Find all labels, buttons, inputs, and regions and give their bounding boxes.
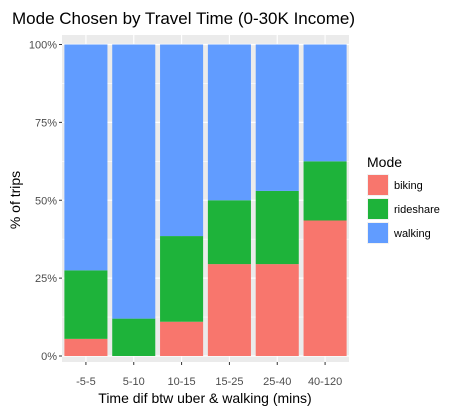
y-axis: 0% 25% 50% 75% 100% — [29, 40, 62, 363]
y-tick-label: 100% — [29, 40, 57, 52]
bar-walking — [64, 44, 108, 271]
x-tick-label: 10-15 — [168, 376, 196, 388]
bar-rideshare — [255, 190, 299, 265]
bar-walking — [207, 44, 251, 201]
y-axis-title: % of trips — [7, 171, 23, 229]
y-tick-label: 50% — [35, 195, 57, 207]
legend-label-biking: biking — [394, 180, 423, 192]
bar-walking — [255, 44, 299, 191]
legend-swatch-biking — [368, 175, 388, 195]
x-tick-label: -5-5 — [76, 376, 96, 388]
chart-title: Mode Chosen by Travel Time (0-30K Income… — [12, 9, 355, 28]
y-tick-label: 25% — [35, 273, 57, 285]
bar-walking — [303, 44, 347, 162]
bar-biking — [160, 321, 204, 356]
x-tick-label: 25-40 — [263, 376, 291, 388]
y-tick-label: 0% — [41, 351, 57, 363]
x-tick-label: 40-120 — [308, 376, 342, 388]
legend: Mode biking rideshare walking — [367, 154, 440, 244]
legend-label-walking: walking — [393, 228, 431, 240]
bar-rideshare — [112, 318, 156, 356]
legend-title: Mode — [367, 154, 402, 170]
bar-biking — [303, 220, 347, 356]
x-axis-title: Time dif btw uber & walking (mins) — [98, 390, 311, 406]
bar-walking — [160, 44, 204, 237]
legend-swatch-walking — [368, 223, 388, 243]
bar-rideshare — [160, 236, 204, 322]
bar-rideshare — [303, 161, 347, 221]
bar-biking — [207, 264, 251, 356]
legend-swatch-rideshare — [368, 199, 388, 219]
bar-walking — [112, 44, 156, 319]
bar-biking — [64, 338, 108, 356]
x-tick-label: 5-10 — [123, 376, 145, 388]
legend-label-rideshare: rideshare — [394, 204, 440, 216]
plot-panel — [62, 35, 349, 362]
x-tick-label: 15-25 — [215, 376, 243, 388]
x-axis: -5-5 5-10 10-15 15-25 25-40 40-120 — [76, 362, 342, 388]
bars — [64, 44, 347, 356]
bar-rideshare — [64, 270, 108, 339]
bar-biking — [255, 264, 299, 356]
bar-rideshare — [207, 200, 251, 265]
y-tick-label: 75% — [35, 117, 57, 129]
